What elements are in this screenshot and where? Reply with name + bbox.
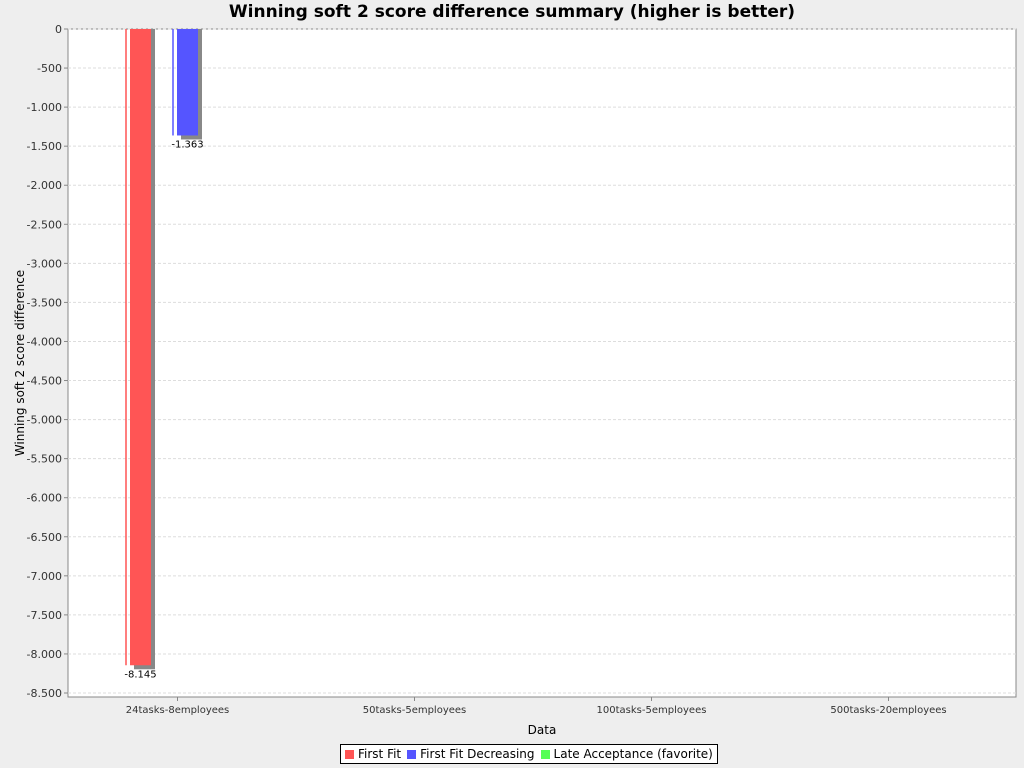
chart-title: Winning soft 2 score difference summary … (228, 2, 796, 22)
x-axis-title: Data (528, 723, 557, 737)
y-tick-label: -1.500 (27, 140, 62, 153)
y-tick-label: -6.500 (27, 531, 62, 544)
legend-swatch (407, 749, 417, 759)
y-tick-label: -4.500 (27, 375, 62, 388)
y-tick-label: -2.500 (27, 218, 62, 231)
bar (130, 29, 151, 666)
bar (177, 29, 198, 136)
chart-plot: 0 -500 -1.000 -1.500 -2.000 -2.500 -3.000 -3.50… (13, 23, 1017, 737)
x-tick-label: 24tasks-8employees (126, 705, 230, 716)
y-tick-label: -3.000 (27, 257, 62, 270)
y-tick-label: -5.500 (27, 453, 62, 466)
legend-label: Late Acceptance (favorite) (553, 747, 713, 761)
y-tick-label: -3.500 (27, 296, 62, 309)
x-tick-label: 500tasks-20employees (830, 705, 946, 716)
y-tick-label: -6.000 (27, 492, 62, 505)
y-tick-label: 0 (55, 23, 62, 36)
legend-entry: Late Acceptance (favorite) (540, 747, 713, 761)
y-tick-label: -4.000 (27, 335, 62, 348)
y-tick-label: -500 (37, 62, 62, 75)
y-tick-label: -8.500 (27, 687, 62, 700)
y-tick-label: -7.000 (27, 570, 62, 583)
chart-legend: First Fit First Fit Decreasing Late Accept… (340, 744, 718, 764)
data-label: -8.145 (124, 669, 156, 680)
x-tick-label: 100tasks-5employees (597, 705, 707, 716)
y-tick-label: -8.000 (27, 648, 62, 661)
legend-entry: First Fit Decreasing (407, 747, 535, 761)
y-tick-label: -5.000 (27, 414, 62, 427)
data-label: -1.363 (171, 139, 203, 150)
y-tick-label: -1.000 (27, 101, 62, 114)
y-tick-label: -2.000 (27, 179, 62, 192)
x-tick-label: 50tasks-5employees (363, 705, 467, 716)
plot-area (67, 28, 1017, 698)
legend-swatch (540, 749, 550, 759)
legend-label: First Fit Decreasing (420, 747, 535, 761)
legend-label: First Fit (358, 747, 402, 761)
y-tick-label: -7.500 (27, 609, 62, 622)
legend-swatch (345, 749, 354, 759)
y-axis-title: Winning soft 2 score difference (13, 270, 27, 456)
legend-entry: First Fit (345, 747, 401, 761)
